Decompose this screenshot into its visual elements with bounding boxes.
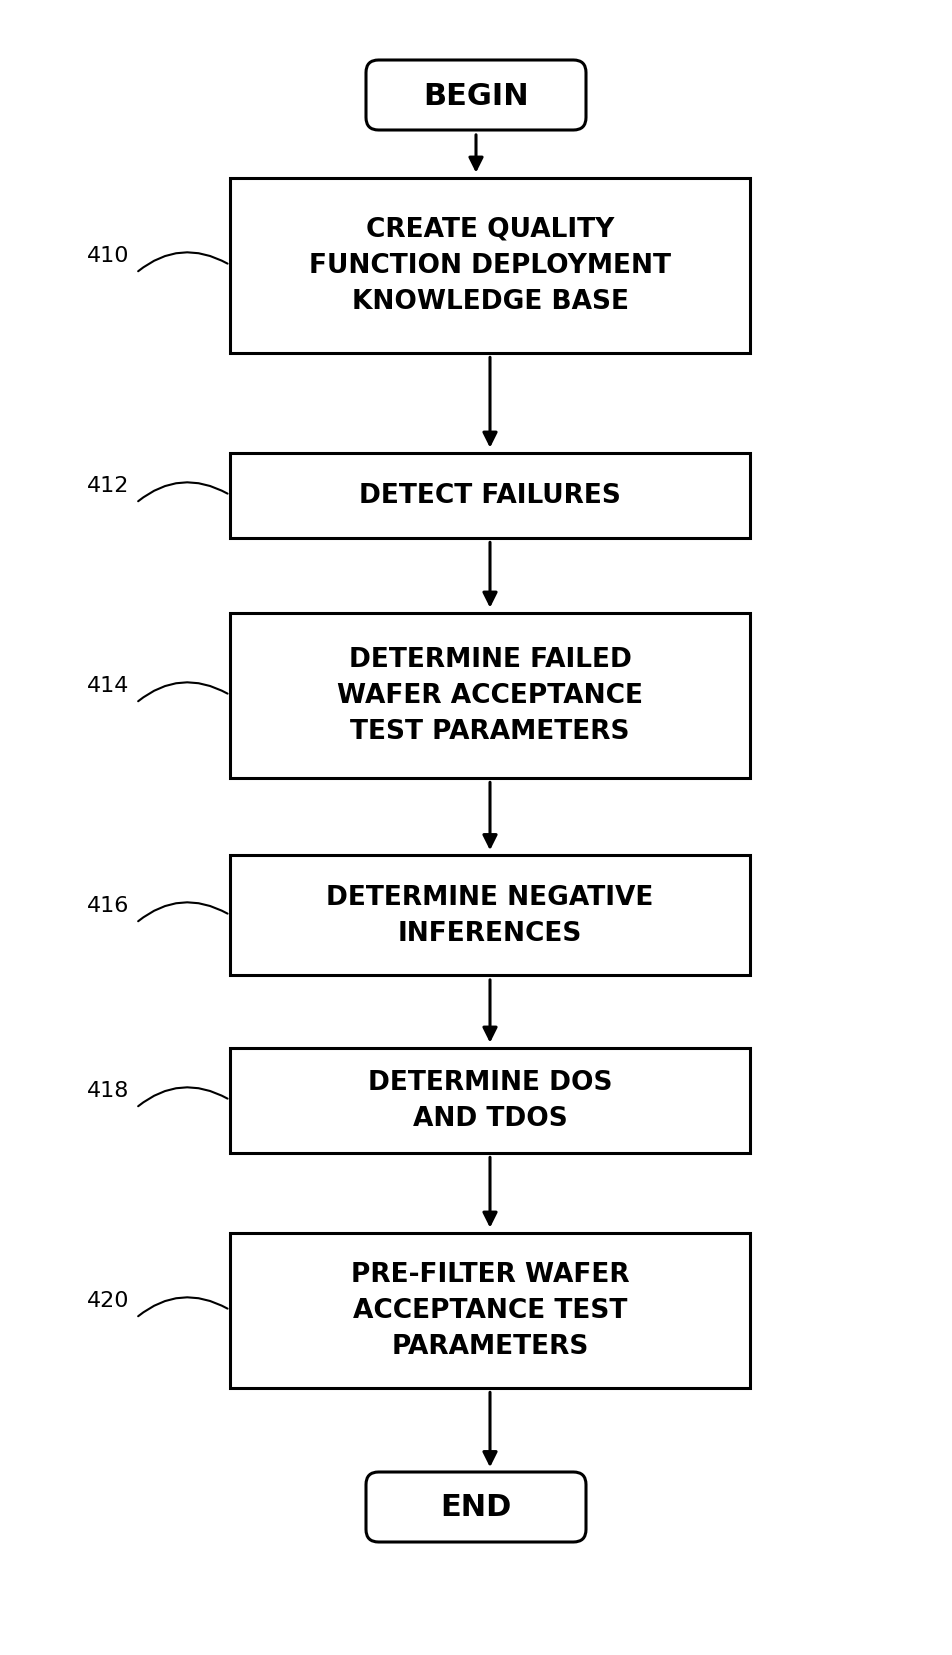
Bar — [230, 179, 750, 353]
Text: 416: 416 — [87, 895, 129, 915]
Text: DETERMINE DOS
AND TDOS: DETERMINE DOS AND TDOS — [367, 1069, 612, 1132]
Bar — [230, 1048, 750, 1154]
Text: DETERMINE FAILED
WAFER ACCEPTANCE
TEST PARAMETERS: DETERMINE FAILED WAFER ACCEPTANCE TEST P… — [337, 647, 643, 745]
Text: 414: 414 — [87, 675, 129, 695]
Text: PRE-FILTER WAFER
ACCEPTANCE TEST
PARAMETERS: PRE-FILTER WAFER ACCEPTANCE TEST PARAMET… — [350, 1261, 629, 1359]
FancyBboxPatch shape — [366, 1471, 586, 1542]
Bar — [230, 856, 750, 975]
Text: 410: 410 — [87, 247, 129, 266]
Text: DETERMINE NEGATIVE
INFERENCES: DETERMINE NEGATIVE INFERENCES — [327, 884, 654, 947]
Text: CREATE QUALITY
FUNCTION DEPLOYMENT
KNOWLEDGE BASE: CREATE QUALITY FUNCTION DEPLOYMENT KNOWL… — [309, 217, 671, 314]
Text: BEGIN: BEGIN — [424, 81, 528, 111]
Text: END: END — [441, 1493, 511, 1521]
Bar — [230, 1233, 750, 1387]
Text: 412: 412 — [87, 475, 129, 496]
Text: DETECT FAILURES: DETECT FAILURES — [359, 483, 621, 508]
Text: 420: 420 — [87, 1291, 129, 1311]
Text: 418: 418 — [87, 1081, 129, 1101]
Bar — [230, 612, 750, 778]
Bar — [230, 453, 750, 538]
FancyBboxPatch shape — [366, 61, 586, 131]
